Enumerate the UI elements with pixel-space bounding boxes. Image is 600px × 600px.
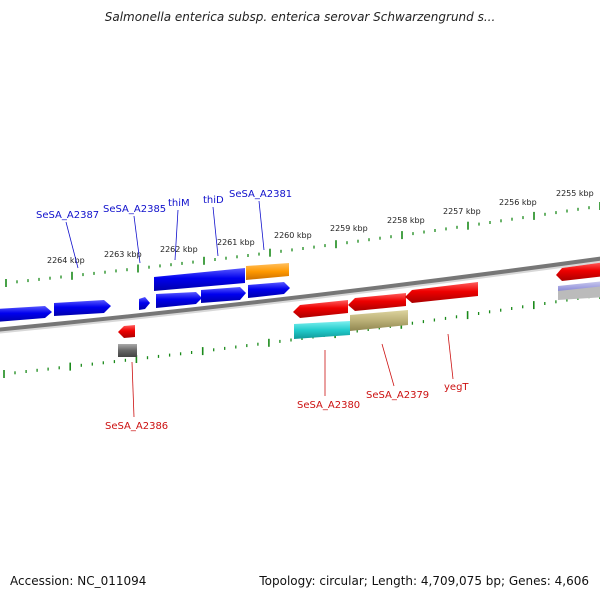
cyan-feature — [294, 321, 350, 339]
reverse-cds-feature — [293, 300, 348, 318]
scale-label: 2255 kbp — [556, 189, 594, 198]
forward-cds-feature — [54, 300, 111, 316]
scale-label: 2263 kbp — [104, 250, 142, 259]
forward-cds-feature — [156, 292, 202, 308]
forward-label-leader — [65, 221, 79, 269]
accession-text: Accession: NC_011094 — [10, 574, 147, 588]
reverse-label-leader — [131, 361, 135, 418]
scale-label: 2257 kbp — [443, 207, 481, 216]
scale-label: 2264 kbp — [47, 256, 85, 265]
scale-label: 2258 kbp — [387, 216, 425, 225]
forward-cds-feature — [154, 268, 245, 291]
forward-label-leader — [133, 215, 141, 264]
gene-label-thiD: thiD — [203, 195, 224, 206]
reverse-cds-feature — [118, 325, 135, 338]
reverse-cds-feature — [348, 293, 406, 311]
reverse-cds-feature — [556, 262, 600, 281]
gene-label-yegT: yegT — [444, 382, 469, 393]
forward-label-leader — [258, 200, 265, 251]
gene-label-SeSA_A2381: SeSA_A2381 — [229, 189, 292, 200]
upper-scale-ticks — [5, 202, 600, 287]
reverse-label-leader — [381, 343, 395, 387]
gene-label-SeSA_A2380: SeSA_A2380 — [297, 400, 360, 411]
scale-label: 2262 kbp — [160, 245, 198, 254]
forward-label-leader — [174, 209, 179, 261]
scale-labels: 2264 kbp 2263 kbp 2262 kbp 2261 kbp 2260… — [47, 189, 594, 265]
reverse-cds-feature — [405, 282, 478, 303]
gene-label-SeSA_A2385: SeSA_A2385 — [103, 204, 166, 215]
forward-cds-feature — [0, 306, 52, 322]
scale-label: 2256 kbp — [499, 198, 537, 207]
gene-label-SeSA_A2387: SeSA_A2387 — [36, 210, 99, 221]
forward-cds-feature — [201, 287, 246, 303]
genome-backbone — [0, 256, 600, 334]
gray-feature — [118, 344, 137, 357]
forward-label-leader — [212, 206, 219, 257]
reverse-label-leader — [447, 333, 454, 380]
gene-label-thiM: thiM — [168, 198, 190, 209]
genome-summary-text: Topology: circular; Length: 4,709,075 bp… — [259, 574, 589, 588]
gray-feature — [558, 286, 600, 300]
forward-cds-row[interactable] — [0, 282, 290, 322]
scale-label: 2261 kbp — [217, 238, 255, 247]
map-title: Salmonella enterica subsp. enterica sero… — [104, 10, 496, 24]
forward-gene-labels: SeSA_A2387 SeSA_A2385 thiM thiD SeSA_A23… — [36, 189, 292, 269]
scale-label: 2260 kbp — [274, 231, 312, 240]
orange-feature — [246, 263, 289, 280]
khaki-feature — [350, 310, 408, 331]
reverse-gene-labels: SeSA_A2386 SeSA_A2380 SeSA_A2379 yegT — [105, 333, 469, 432]
gene-label-SeSA_A2386: SeSA_A2386 — [105, 421, 168, 432]
gene-label-SeSA_A2379: SeSA_A2379 — [366, 390, 429, 401]
forward-cds-feature — [248, 282, 290, 298]
reverse-cds-row[interactable] — [118, 262, 600, 338]
scale-label: 2259 kbp — [330, 224, 368, 233]
reverse-outer-row[interactable] — [118, 281, 600, 357]
forward-cds-feature — [139, 297, 150, 310]
forward-outer-row[interactable] — [154, 263, 289, 291]
